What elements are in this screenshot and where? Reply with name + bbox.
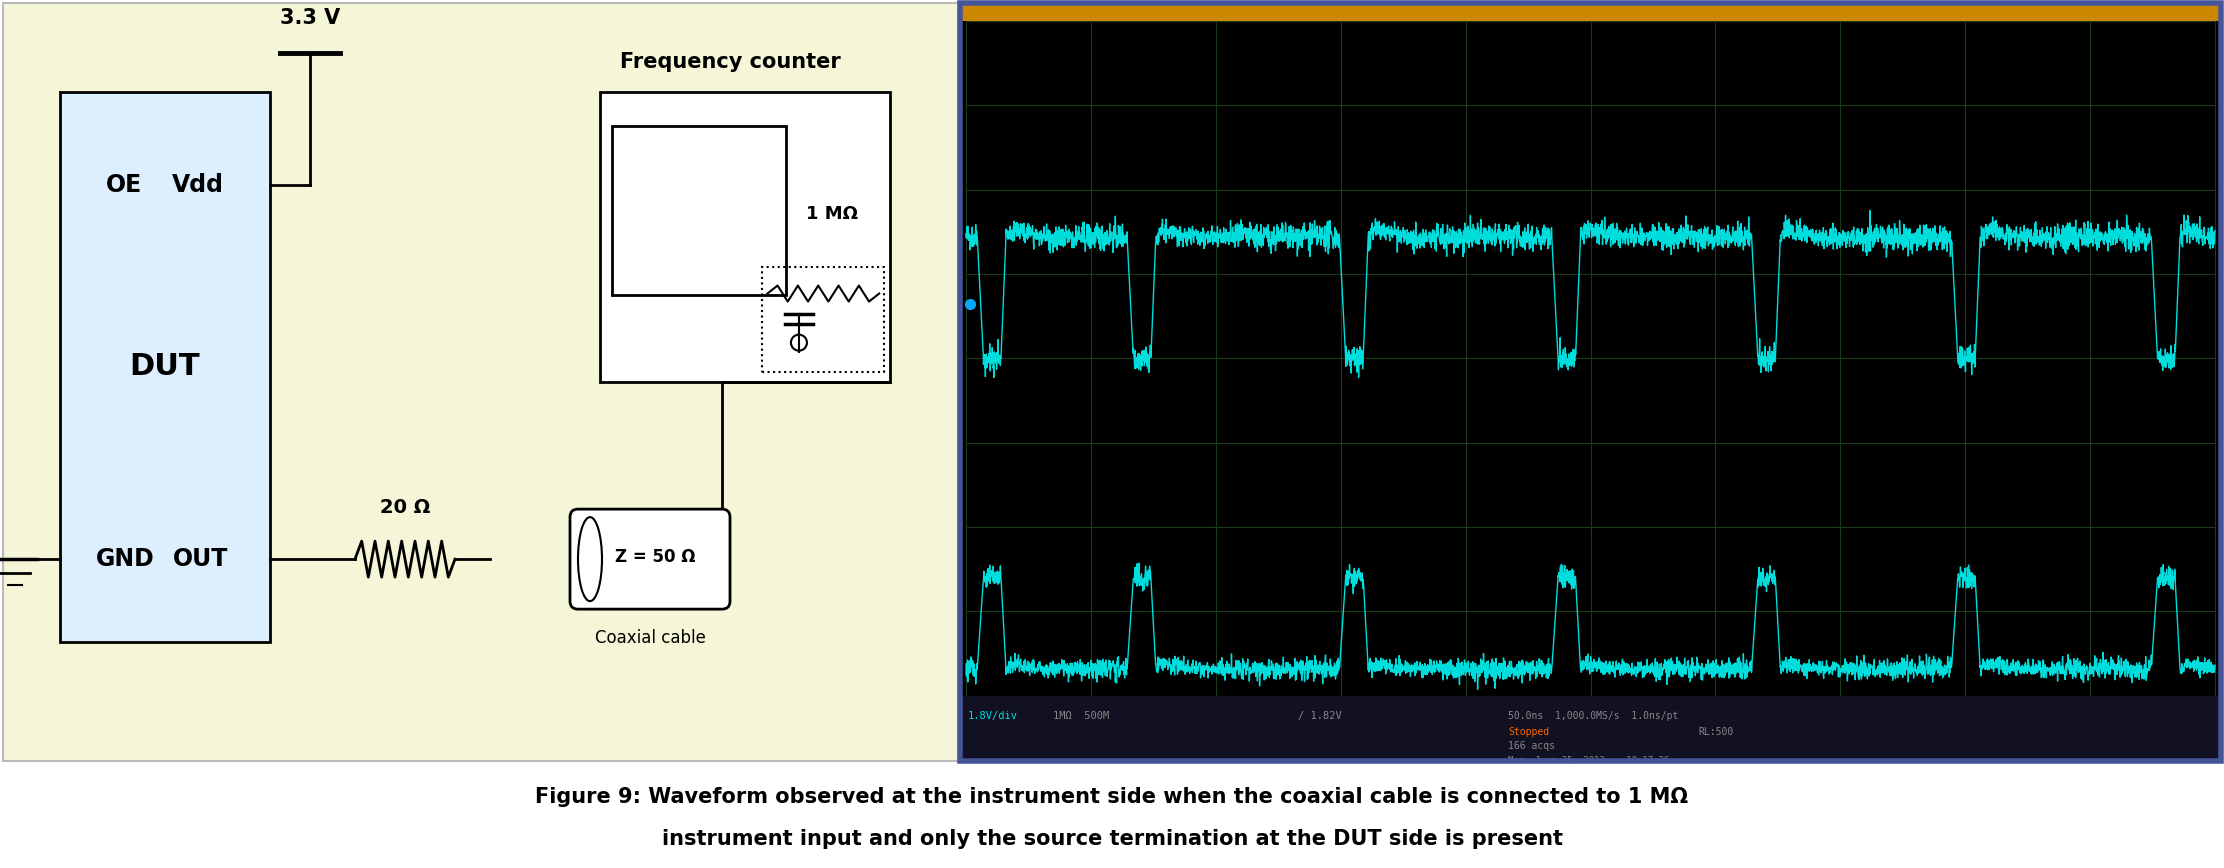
- Text: OE: OE: [107, 173, 142, 197]
- FancyBboxPatch shape: [569, 510, 729, 609]
- Text: 1 MΩ: 1 MΩ: [805, 205, 858, 222]
- Text: Frequency counter: Frequency counter: [620, 52, 841, 72]
- Text: Vdd: Vdd: [171, 173, 225, 197]
- Text: Stopped: Stopped: [1508, 727, 1550, 737]
- Bar: [961, 3, 2222, 21]
- Ellipse shape: [578, 517, 603, 602]
- Text: DUT: DUT: [129, 352, 200, 381]
- Text: Coaxial cable: Coaxial cable: [594, 629, 705, 648]
- Bar: [600, 92, 890, 382]
- Text: RL:500: RL:500: [1697, 727, 1732, 737]
- Bar: [961, 696, 2222, 761]
- Text: / 1.82V: / 1.82V: [1299, 711, 1341, 720]
- Text: Figure 9: Waveform observed at the instrument side when the coaxial cable is con: Figure 9: Waveform observed at the instr…: [536, 787, 1688, 807]
- Bar: [60, 92, 269, 641]
- Text: Mon  June 25, 2013    10:17:26: Mon June 25, 2013 10:17:26: [1508, 756, 1670, 765]
- Bar: [961, 3, 2222, 761]
- Text: OUT: OUT: [173, 547, 229, 571]
- Text: Z = 50 Ω: Z = 50 Ω: [614, 548, 696, 566]
- Text: 3.3 V: 3.3 V: [280, 9, 340, 29]
- Bar: [961, 3, 2222, 761]
- Text: 20 Ω: 20 Ω: [380, 498, 429, 517]
- Text: 50.0ns  1,000.0MS/s  1.0ns/pt: 50.0ns 1,000.0MS/s 1.0ns/pt: [1508, 711, 1679, 720]
- Text: GND: GND: [96, 547, 153, 571]
- Text: 1.8V/div: 1.8V/div: [967, 711, 1019, 720]
- Bar: [763, 267, 885, 372]
- Text: instrument input and only the source termination at the DUT side is present: instrument input and only the source ter…: [661, 829, 1563, 849]
- Text: 166 acqs: 166 acqs: [1508, 741, 1555, 751]
- Text: 1MΩ  500M: 1MΩ 500M: [1052, 711, 1110, 720]
- Bar: [612, 127, 785, 295]
